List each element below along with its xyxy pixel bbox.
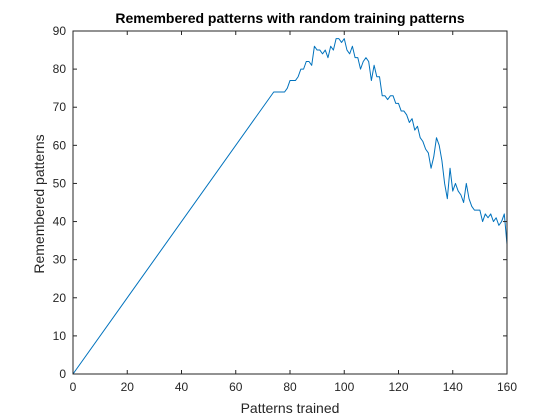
x-tick-label: 60	[229, 380, 243, 394]
y-tick-label: 50	[53, 176, 67, 190]
x-tick-label: 100	[334, 380, 354, 394]
y-tick-label: 90	[53, 24, 67, 38]
x-tick-label: 120	[388, 380, 408, 394]
x-tick-label: 80	[283, 380, 297, 394]
x-tick-label: 20	[121, 380, 135, 394]
x-tick-label: 0	[70, 380, 77, 394]
y-tick-label: 30	[53, 253, 67, 267]
plot-area: 0 20 40 60 80 100 120 140 160 0 10 20 30 40 50 60 70 80 90	[53, 24, 518, 394]
y-axis-label: Remembered patterns	[31, 134, 47, 273]
y-tick-label: 10	[53, 329, 67, 343]
x-tick-label: 140	[443, 380, 463, 394]
chart-title: Remembered patterns with random training…	[115, 10, 464, 26]
y-tick-label: 70	[53, 100, 67, 114]
x-axis-label: Patterns trained	[241, 400, 340, 416]
y-tick-label: 80	[53, 62, 67, 76]
y-tick-label: 60	[53, 138, 67, 152]
series-line-0	[72, 38, 508, 375]
x-tick-label: 160	[497, 380, 517, 394]
y-tick-label: 40	[53, 215, 67, 229]
y-tick-label: 20	[53, 291, 67, 305]
axes-box	[72, 30, 508, 375]
y-tick-label: 0	[59, 367, 66, 381]
x-tick-label: 40	[175, 380, 189, 394]
